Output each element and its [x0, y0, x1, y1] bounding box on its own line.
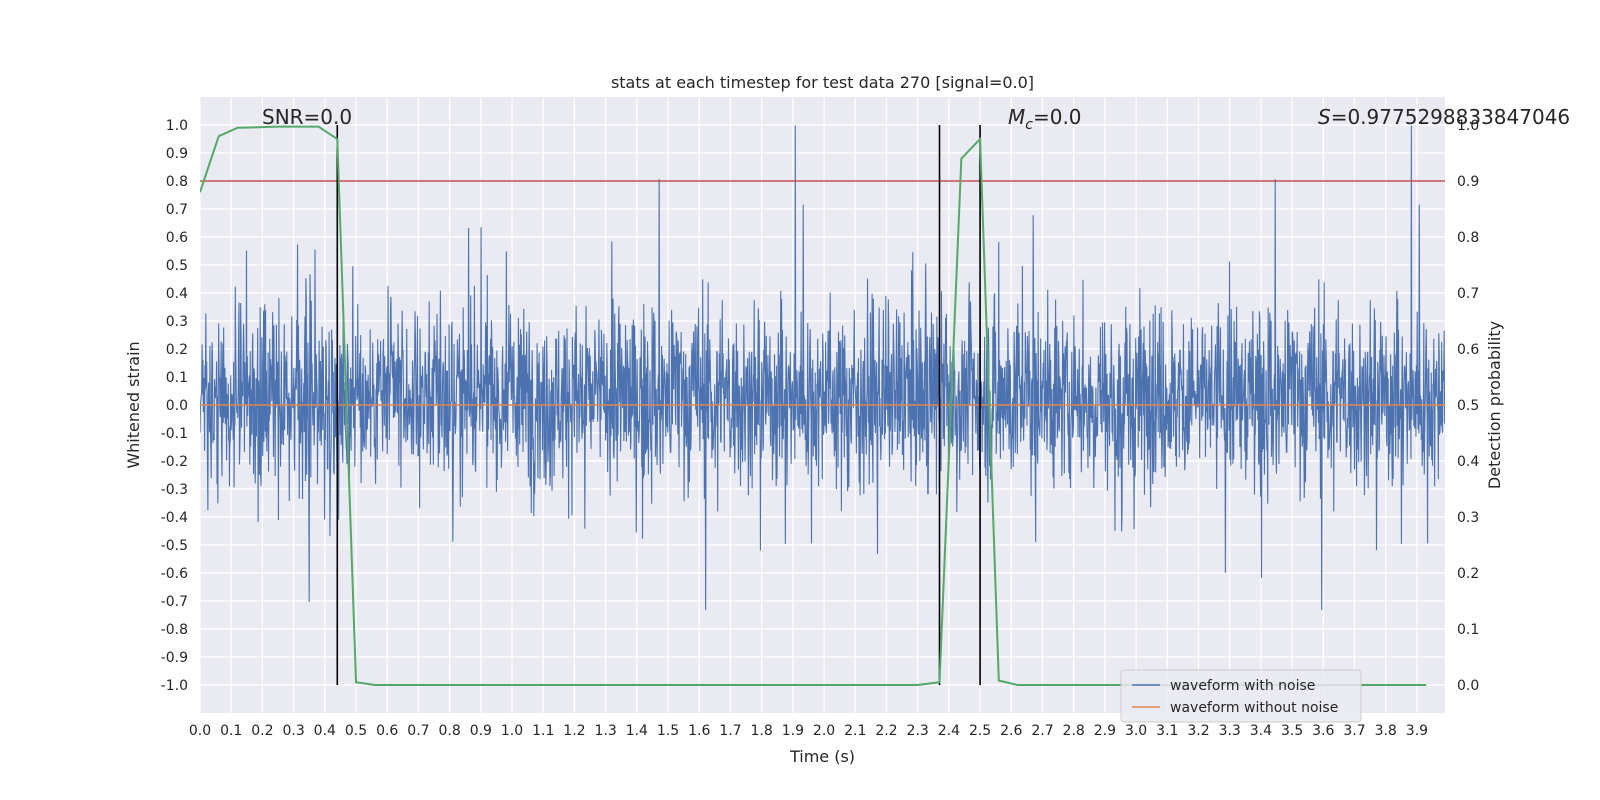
y-axis-label: Whitened strain	[124, 341, 143, 468]
x-tick-label: 0.8	[438, 723, 460, 739]
x-tick-label: 1.8	[751, 723, 773, 739]
s-value: =0.9775298833847046	[1331, 105, 1570, 129]
mc-symbol: M	[1008, 105, 1025, 129]
x-tick-label: 2.6	[1000, 723, 1022, 739]
x-tick-label: 2.8	[1063, 723, 1085, 739]
y-tick-label: 0.8	[166, 174, 188, 190]
x-tick-label: 0.0	[189, 723, 211, 739]
x-tick-label: 1.5	[657, 723, 679, 739]
x-tick-label: 2.0	[813, 723, 835, 739]
mc-subscript: c	[1025, 117, 1033, 133]
noise-series	[200, 125, 1445, 610]
y-tick-label: 0.3	[166, 314, 188, 330]
y-tick-label: 0.9	[166, 146, 188, 162]
x-tick-label: 3.2	[1187, 723, 1209, 739]
detection-probability-line	[200, 125, 1427, 686]
x-tick-label: 2.7	[1031, 723, 1053, 739]
x-tick-label: 0.7	[407, 723, 429, 739]
x-tick-label: 3.4	[1250, 723, 1272, 739]
x-tick-label: 1.9	[782, 723, 804, 739]
x-tick-label: 1.7	[719, 723, 741, 739]
x-tick-label: 0.2	[251, 723, 273, 739]
x-tick-label: 3.5	[1281, 723, 1303, 739]
s-symbol: S	[1318, 105, 1331, 129]
snr-annotation: SNR=0.0	[262, 105, 352, 129]
mc-annotation: Mc=0.0	[1008, 105, 1082, 133]
legend-label-with-noise: waveform with noise	[1170, 678, 1315, 694]
x-tick-label: 2.2	[875, 723, 897, 739]
y-tick-label: -1.0	[161, 678, 188, 694]
s-annotation: S=0.9775298833847046	[1318, 105, 1570, 129]
y-tick-label: 0.2	[166, 342, 188, 358]
x-tick-label: 1.2	[563, 723, 585, 739]
x-tick-label: 3.8	[1375, 723, 1397, 739]
y-tick-label: -0.9	[161, 650, 188, 666]
x-tick-label: 0.9	[470, 723, 492, 739]
y-tick-label: -0.4	[161, 510, 188, 526]
y-tick-label: 0.0	[166, 398, 188, 414]
y-tick-label: -0.3	[161, 482, 188, 498]
x-tick-label: 0.6	[376, 723, 398, 739]
y2-tick-labels: 1.0 0.9 0.8 0.7 0.6 0.5 0.4 0.3 0.2 0.1 0.0	[1457, 118, 1479, 694]
y-tick-label: 0.7	[166, 202, 188, 218]
y-tick-label: -0.8	[161, 622, 188, 638]
y-tick-label: 1.0	[166, 118, 188, 134]
waveform-with-noise-line	[200, 125, 1445, 610]
y-tick-label: 0.6	[166, 230, 188, 246]
y-tick-label: 0.5	[166, 258, 188, 274]
y2-tick-label: 0.4	[1457, 454, 1479, 470]
y2-tick-label: 0.7	[1457, 286, 1479, 302]
y-tick-label: 0.4	[166, 286, 188, 302]
x-tick-label: 3.0	[1125, 723, 1147, 739]
y-tick-label: -0.6	[161, 566, 188, 582]
x-tick-label: 2.1	[844, 723, 866, 739]
x-tick-label: 3.9	[1406, 723, 1428, 739]
x-tick-label: 2.9	[1094, 723, 1116, 739]
legend: waveform with noise waveform without noi…	[1120, 669, 1362, 723]
y2-tick-label: 0.6	[1457, 342, 1479, 358]
y-tick-label: -0.5	[161, 538, 188, 554]
x-tick-labels: 0.0 0.1 0.2 0.3 0.4 0.5 0.6 0.7 0.8 0.9 1.0 1.1 1.2 1…	[189, 723, 1428, 739]
x-tick-label: 2.5	[969, 723, 991, 739]
y2-tick-label: 0.5	[1457, 398, 1479, 414]
x-tick-label: 1.1	[532, 723, 554, 739]
x-tick-label: 1.0	[501, 723, 523, 739]
x-tick-label: 2.3	[907, 723, 929, 739]
y-tick-label: 0.1	[166, 370, 188, 386]
y2-tick-label: 0.3	[1457, 510, 1479, 526]
x-tick-label: 3.7	[1343, 723, 1365, 739]
y-tick-label: -0.7	[161, 594, 188, 610]
x-tick-label: 3.1	[1156, 723, 1178, 739]
x-tick-label: 0.4	[314, 723, 336, 739]
mc-value: =0.0	[1033, 105, 1082, 129]
x-tick-label: 1.3	[595, 723, 617, 739]
x-tick-label: 0.1	[220, 723, 242, 739]
y2-tick-label: 0.8	[1457, 230, 1479, 246]
overlay-lines	[200, 125, 1445, 686]
x-tick-label: 1.6	[688, 723, 710, 739]
y2-tick-label: 0.1	[1457, 622, 1479, 638]
x-tick-label: 3.6	[1312, 723, 1334, 739]
y-tick-labels: 1.0 0.9 0.8 0.7 0.6 0.5 0.4 0.3 0.2 0.1 0.0 -0.1 -0.…	[161, 118, 188, 694]
chart-title: stats at each timestep for test data 270…	[611, 73, 1034, 92]
y2-tick-label: 0.9	[1457, 174, 1479, 190]
y2-tick-label: 0.0	[1457, 678, 1479, 694]
legend-box	[1120, 669, 1362, 723]
x-tick-label: 2.4	[938, 723, 960, 739]
y-tick-label: -0.1	[161, 426, 188, 442]
y2-axis-label: Detection probability	[1485, 321, 1504, 489]
y2-tick-label: 0.2	[1457, 566, 1479, 582]
y2-tick-label: 1.0	[1457, 118, 1479, 134]
x-tick-label: 1.4	[626, 723, 648, 739]
x-tick-label: 0.5	[345, 723, 367, 739]
y-tick-label: -0.2	[161, 454, 188, 470]
legend-label-without-noise: waveform without noise	[1170, 700, 1338, 716]
x-axis-label: Time (s)	[789, 747, 855, 766]
x-tick-label: 0.3	[282, 723, 304, 739]
x-tick-label: 3.3	[1219, 723, 1241, 739]
